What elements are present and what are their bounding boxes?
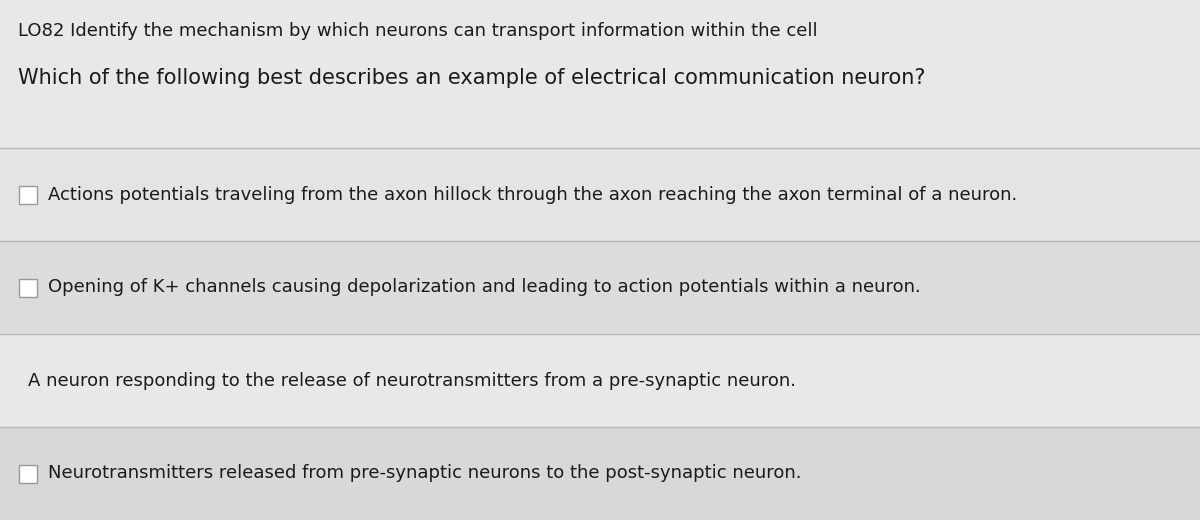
Bar xyxy=(0,148,1200,241)
Bar xyxy=(0,427,1200,520)
FancyBboxPatch shape xyxy=(19,186,37,203)
FancyBboxPatch shape xyxy=(19,279,37,296)
Text: Neurotransmitters released from pre-synaptic neurons to the post-synaptic neuron: Neurotransmitters released from pre-syna… xyxy=(48,464,802,483)
Bar xyxy=(0,334,1200,427)
Text: LO82 Identify the mechanism by which neurons can transport information within th: LO82 Identify the mechanism by which neu… xyxy=(18,22,817,40)
FancyBboxPatch shape xyxy=(19,464,37,483)
Text: A neuron responding to the release of neurotransmitters from a pre-synaptic neur: A neuron responding to the release of ne… xyxy=(28,371,796,389)
Bar xyxy=(0,241,1200,334)
Bar xyxy=(0,0,1200,148)
Text: Actions potentials traveling from the axon hillock through the axon reaching the: Actions potentials traveling from the ax… xyxy=(48,186,1018,203)
Text: Opening of K+ channels causing depolarization and leading to action potentials w: Opening of K+ channels causing depolariz… xyxy=(48,279,920,296)
Text: Which of the following best describes an example of electrical communication neu: Which of the following best describes an… xyxy=(18,68,925,88)
